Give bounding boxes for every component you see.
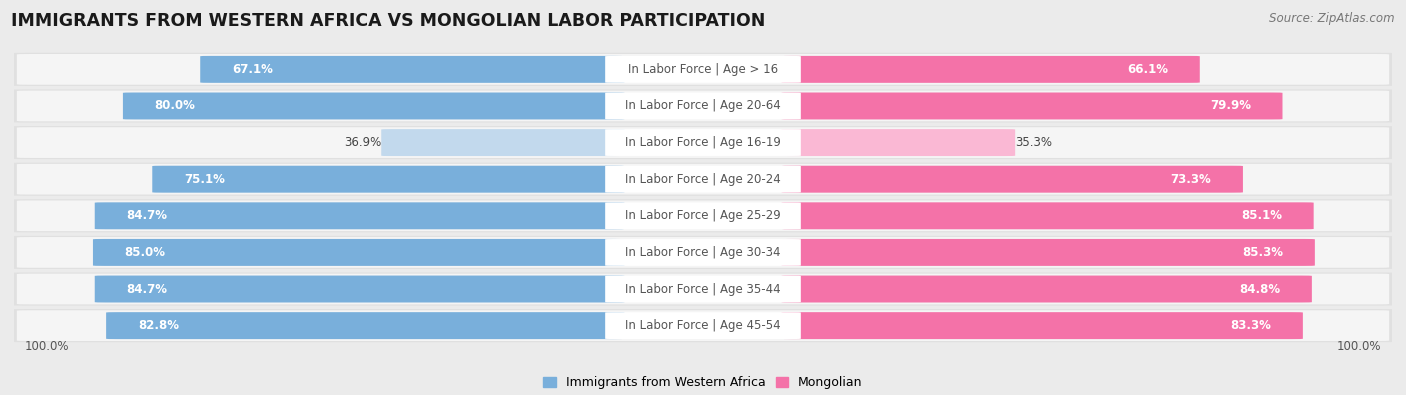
FancyBboxPatch shape	[605, 312, 801, 339]
FancyBboxPatch shape	[782, 92, 1282, 119]
Text: 80.0%: 80.0%	[155, 100, 195, 113]
FancyBboxPatch shape	[782, 239, 1315, 266]
Text: Source: ZipAtlas.com: Source: ZipAtlas.com	[1270, 12, 1395, 25]
FancyBboxPatch shape	[94, 202, 624, 229]
Text: 84.7%: 84.7%	[127, 209, 167, 222]
FancyBboxPatch shape	[8, 89, 1398, 122]
Text: 85.3%: 85.3%	[1241, 246, 1284, 259]
FancyBboxPatch shape	[105, 312, 624, 339]
Text: In Labor Force | Age 45-54: In Labor Force | Age 45-54	[626, 319, 780, 332]
Text: 79.9%: 79.9%	[1209, 100, 1251, 113]
FancyBboxPatch shape	[8, 273, 1398, 306]
FancyBboxPatch shape	[93, 239, 624, 266]
FancyBboxPatch shape	[782, 56, 1199, 83]
Legend: Immigrants from Western Africa, Mongolian: Immigrants from Western Africa, Mongolia…	[543, 376, 863, 389]
FancyBboxPatch shape	[605, 276, 801, 303]
FancyBboxPatch shape	[605, 166, 801, 193]
Text: 36.9%: 36.9%	[344, 136, 381, 149]
FancyBboxPatch shape	[17, 274, 1389, 305]
Text: In Labor Force | Age > 16: In Labor Force | Age > 16	[628, 63, 778, 76]
FancyBboxPatch shape	[605, 129, 801, 156]
Text: In Labor Force | Age 35-44: In Labor Force | Age 35-44	[626, 282, 780, 295]
FancyBboxPatch shape	[381, 129, 624, 156]
FancyBboxPatch shape	[17, 127, 1389, 158]
Text: 100.0%: 100.0%	[25, 340, 69, 353]
FancyBboxPatch shape	[17, 310, 1389, 341]
FancyBboxPatch shape	[17, 200, 1389, 231]
FancyBboxPatch shape	[782, 312, 1303, 339]
Text: 66.1%: 66.1%	[1128, 63, 1168, 76]
Text: 84.7%: 84.7%	[127, 282, 167, 295]
FancyBboxPatch shape	[782, 202, 1313, 229]
FancyBboxPatch shape	[8, 236, 1398, 269]
Text: 85.0%: 85.0%	[125, 246, 166, 259]
FancyBboxPatch shape	[8, 199, 1398, 232]
Text: In Labor Force | Age 25-29: In Labor Force | Age 25-29	[626, 209, 780, 222]
Text: 82.8%: 82.8%	[138, 319, 179, 332]
FancyBboxPatch shape	[605, 56, 801, 83]
FancyBboxPatch shape	[94, 276, 624, 303]
Text: In Labor Force | Age 30-34: In Labor Force | Age 30-34	[626, 246, 780, 259]
FancyBboxPatch shape	[200, 56, 624, 83]
Text: IMMIGRANTS FROM WESTERN AFRICA VS MONGOLIAN LABOR PARTICIPATION: IMMIGRANTS FROM WESTERN AFRICA VS MONGOL…	[11, 12, 766, 30]
Text: In Labor Force | Age 16-19: In Labor Force | Age 16-19	[626, 136, 780, 149]
FancyBboxPatch shape	[152, 166, 624, 193]
FancyBboxPatch shape	[605, 92, 801, 119]
Text: 35.3%: 35.3%	[1015, 136, 1052, 149]
Text: 100.0%: 100.0%	[1337, 340, 1381, 353]
Text: In Labor Force | Age 20-64: In Labor Force | Age 20-64	[626, 100, 780, 113]
FancyBboxPatch shape	[782, 129, 1015, 156]
FancyBboxPatch shape	[605, 202, 801, 229]
FancyBboxPatch shape	[8, 126, 1398, 159]
FancyBboxPatch shape	[17, 237, 1389, 268]
Text: 85.1%: 85.1%	[1241, 209, 1282, 222]
FancyBboxPatch shape	[782, 276, 1312, 303]
FancyBboxPatch shape	[17, 54, 1389, 85]
FancyBboxPatch shape	[782, 166, 1243, 193]
Text: 75.1%: 75.1%	[184, 173, 225, 186]
FancyBboxPatch shape	[8, 309, 1398, 342]
FancyBboxPatch shape	[17, 90, 1389, 121]
Text: 73.3%: 73.3%	[1170, 173, 1211, 186]
FancyBboxPatch shape	[605, 239, 801, 266]
FancyBboxPatch shape	[8, 163, 1398, 196]
FancyBboxPatch shape	[122, 92, 624, 119]
FancyBboxPatch shape	[8, 53, 1398, 86]
Text: In Labor Force | Age 20-24: In Labor Force | Age 20-24	[626, 173, 780, 186]
Text: 83.3%: 83.3%	[1230, 319, 1271, 332]
Text: 67.1%: 67.1%	[232, 63, 273, 76]
FancyBboxPatch shape	[17, 164, 1389, 195]
Text: 84.8%: 84.8%	[1239, 282, 1281, 295]
